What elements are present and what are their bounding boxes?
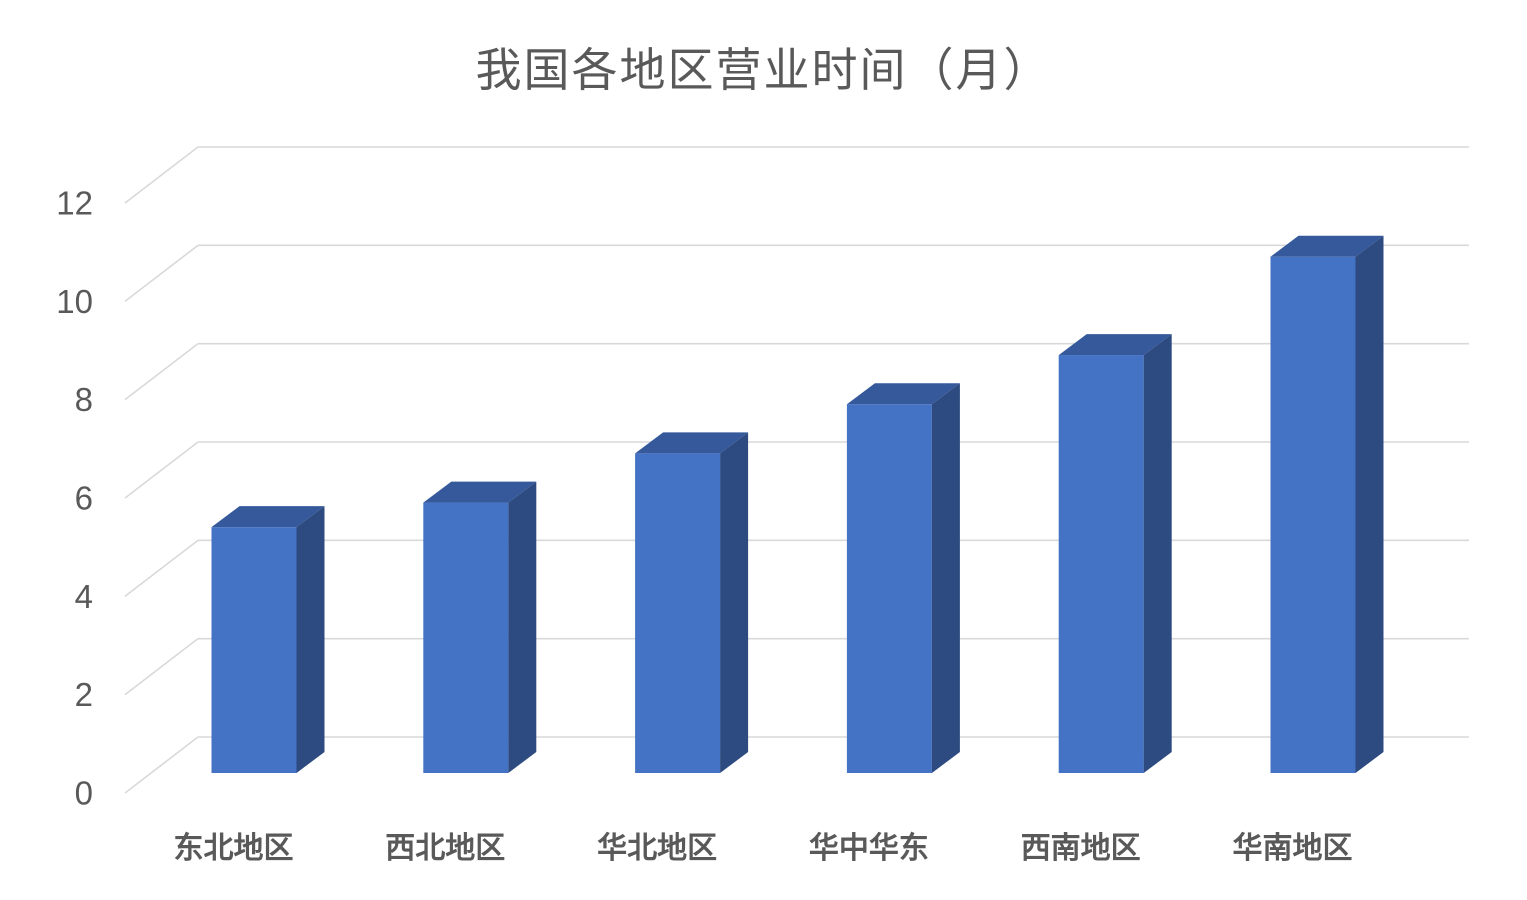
bar-front-face bbox=[635, 453, 721, 773]
y-tick-label-6: 6 bbox=[75, 479, 93, 516]
gridline-diagonal-12 bbox=[124, 146, 199, 204]
category-label-东北地区: 东北地区 bbox=[174, 831, 294, 865]
category-label-西北地区: 西北地区 bbox=[385, 832, 505, 865]
bar-column-华北地区 bbox=[635, 432, 749, 773]
gridline-diagonal-10 bbox=[124, 244, 199, 302]
bar-column-西南地区 bbox=[1058, 334, 1172, 773]
bar-front-face bbox=[846, 404, 932, 773]
chart-title: 我国各地区营业时间（月） bbox=[475, 44, 1052, 96]
y-tick-label-0: 0 bbox=[75, 775, 93, 812]
bar-column-东北地区 bbox=[211, 506, 325, 773]
y-axis-labels: 0 2 4 6 8 10 12 bbox=[56, 184, 93, 811]
bar-top-face bbox=[211, 506, 325, 528]
gridline-diagonal-4 bbox=[124, 539, 199, 597]
category-label-华北地区: 华北地区 bbox=[597, 832, 717, 865]
bar-front-face bbox=[1058, 355, 1144, 773]
bar-front-face bbox=[423, 502, 509, 773]
bar-front-face bbox=[211, 527, 297, 773]
bar-top-face bbox=[1058, 334, 1172, 356]
bar-top-face bbox=[423, 481, 537, 503]
category-label-华中华东: 华中华东 bbox=[809, 831, 929, 865]
gridline-diagonal-8 bbox=[124, 343, 199, 401]
bar-side-face bbox=[1143, 334, 1172, 773]
y-tick-label-8: 8 bbox=[75, 381, 93, 418]
bar-column-华南地区 bbox=[1270, 235, 1384, 774]
gridline-diagonal-2 bbox=[124, 638, 199, 696]
x-axis-labels: 东北地区 西北地区 华北地区 华中华东 西南地区 华南地区 bbox=[174, 831, 1353, 865]
bar-top-face bbox=[1270, 235, 1384, 257]
category-label-西南地区: 西南地区 bbox=[1021, 832, 1141, 865]
category-label-华南地区: 华南地区 bbox=[1233, 832, 1353, 865]
y-tick-label-4: 4 bbox=[75, 578, 93, 615]
bar-top-face bbox=[635, 432, 749, 454]
bar-column-华中华东 bbox=[846, 383, 960, 773]
bar-side-face bbox=[720, 432, 749, 773]
bar-side-face bbox=[296, 506, 325, 773]
bar-side-face bbox=[931, 383, 960, 773]
y-tick-label-10: 10 bbox=[56, 283, 93, 320]
bar-front-face bbox=[1270, 256, 1356, 774]
bar-column-西北地区 bbox=[423, 481, 537, 773]
bar-series bbox=[211, 235, 1384, 774]
bar-side-face bbox=[508, 481, 537, 773]
y-tick-label-12: 12 bbox=[56, 184, 93, 221]
gridlines bbox=[124, 146, 1469, 794]
gridline-diagonal-0 bbox=[124, 736, 199, 794]
bar-side-face bbox=[1355, 235, 1384, 774]
y-tick-label-2: 2 bbox=[75, 676, 93, 713]
gridline-diagonal-6 bbox=[124, 441, 199, 499]
bar-top-face bbox=[846, 383, 960, 405]
